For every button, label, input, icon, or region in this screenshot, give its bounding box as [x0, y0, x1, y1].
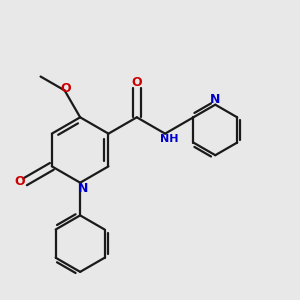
- Text: N: N: [78, 182, 88, 194]
- Text: O: O: [61, 82, 71, 95]
- Text: NH: NH: [160, 134, 179, 144]
- Text: N: N: [210, 93, 220, 106]
- Text: O: O: [131, 76, 142, 89]
- Text: O: O: [14, 176, 25, 188]
